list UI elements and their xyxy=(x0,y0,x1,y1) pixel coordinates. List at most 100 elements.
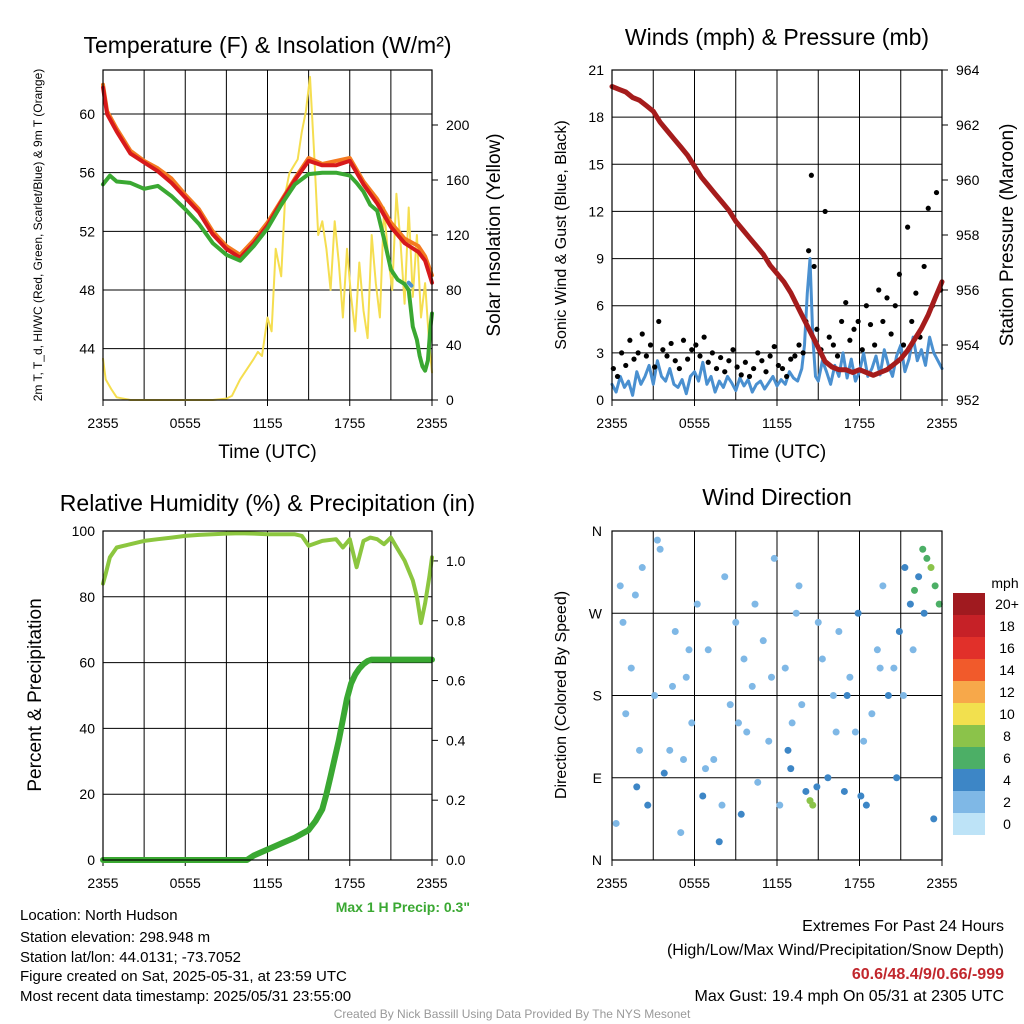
dir-point xyxy=(677,829,685,837)
wind-y2tick-label: 962 xyxy=(956,117,980,133)
wind-gust-point xyxy=(900,342,907,348)
dir-point xyxy=(682,673,690,681)
temp-y2tick-label: 0 xyxy=(446,392,454,408)
wind-gust-point xyxy=(631,356,637,362)
wind-gust-point xyxy=(672,358,678,364)
dir-point xyxy=(653,536,661,544)
temp-y2tick-label: 80 xyxy=(446,282,462,298)
temp-ytick-label: 56 xyxy=(79,165,95,181)
wind-gust-point xyxy=(884,295,890,301)
wind-xlabel: Time (UTC) xyxy=(728,442,827,463)
dir-point xyxy=(873,646,881,654)
dir-point xyxy=(927,564,935,572)
wind-gust-point xyxy=(647,342,654,348)
dir-point xyxy=(710,755,718,763)
rh-xtick-label: 2355 xyxy=(416,875,447,891)
wind-gust-point xyxy=(808,172,814,178)
wind-gust-point xyxy=(722,369,728,375)
temp-series-hi-wc xyxy=(406,280,414,288)
dir-legend-label: 2 xyxy=(1003,794,1011,810)
wind-gust-point xyxy=(635,350,641,356)
temp-xtick-label: 2355 xyxy=(416,415,447,431)
dir-point xyxy=(840,787,848,795)
temp-ytick-label: 48 xyxy=(79,282,95,298)
rh-ytick-label: 40 xyxy=(79,720,95,736)
dir-legend-swatch xyxy=(953,615,985,637)
dir-point xyxy=(732,618,740,626)
dir-legend-label: 18 xyxy=(999,618,1015,634)
wind-gust-point xyxy=(742,359,748,365)
dir-point xyxy=(636,746,643,754)
wind-panel: 2355 0555 1155 1755 2355 0 3 6 9 12 15 18 21 952 954 95… xyxy=(553,24,1018,463)
rh-y2tick-label: 0.4 xyxy=(446,732,466,748)
dir-xtick-label: 2355 xyxy=(926,875,957,891)
wind-gust-point xyxy=(921,263,927,270)
wind-gust-point xyxy=(759,358,765,364)
wind-gust-point xyxy=(767,353,773,359)
wind-gust-point xyxy=(709,350,715,356)
dir-point xyxy=(671,628,679,636)
wind-gust-point xyxy=(855,318,861,325)
dir-point xyxy=(911,586,918,594)
temp-panel: 2355 0555 1155 1755 2355 44 48 52 56 60 0 40 80 120 16… xyxy=(31,32,505,463)
wind-gust-point xyxy=(738,372,744,378)
wind-gust-point xyxy=(859,347,865,353)
location-text: Location: North Hudson xyxy=(20,907,178,924)
wind-gust-point xyxy=(718,354,724,361)
dir-legend-swatch xyxy=(953,747,985,769)
wind-title: Winds (mph) & Pressure (mb) xyxy=(625,24,929,50)
wind-gust-point xyxy=(905,224,911,230)
wind-gust-point xyxy=(746,373,753,380)
rh-series-precipitation xyxy=(100,656,435,863)
wind-y2tick-label: 964 xyxy=(956,62,980,78)
dir-point xyxy=(857,792,865,800)
dir-point xyxy=(715,838,723,846)
dir-point xyxy=(901,564,909,572)
rh-y2tick-label: 0.6 xyxy=(446,673,466,689)
wind-ylabel: Sonic Wind & Gust (Blue, Black) xyxy=(553,120,570,349)
rh-ytick-label: 0 xyxy=(87,852,95,868)
wind-gust-point xyxy=(872,342,878,348)
rh-title: Relative Humidity (%) & Precipitation (i… xyxy=(60,490,475,516)
dir-legend-label: 14 xyxy=(999,662,1015,678)
dir-point xyxy=(860,737,868,745)
dir-point xyxy=(890,664,898,672)
dir-point xyxy=(920,609,928,617)
temp-ytick-label: 60 xyxy=(79,106,95,122)
dir-point xyxy=(685,646,693,654)
dir-point xyxy=(619,618,627,626)
dir-ytick-label: N xyxy=(592,523,602,539)
dir-point xyxy=(884,692,892,699)
wind-gust-point xyxy=(843,299,849,306)
wind-gust-point xyxy=(705,359,711,365)
wind-gust-point xyxy=(892,303,898,309)
wind-gust-point xyxy=(863,303,869,309)
dir-point xyxy=(835,628,843,636)
dir-point xyxy=(893,774,901,782)
wind-gust-point xyxy=(668,340,674,347)
rh-xtick-label: 1155 xyxy=(252,875,282,891)
wind-gust-point xyxy=(830,342,836,348)
dir-point xyxy=(748,682,756,690)
wind-y2label: Station Pressure (Maroon) xyxy=(997,124,1018,347)
dir-point xyxy=(616,582,624,590)
wind-series-sonic-wind xyxy=(610,257,944,397)
wind-gust-point xyxy=(652,364,658,370)
rh-y2tick-label: 1.0 xyxy=(446,553,466,569)
dir-point xyxy=(704,646,712,654)
temp-ytick-label: 44 xyxy=(79,341,95,357)
wind-gust-point xyxy=(643,353,649,359)
rh-y2tick-label: 0.8 xyxy=(446,613,466,629)
dir-ytick-label: W xyxy=(589,605,603,621)
dir-point xyxy=(787,765,795,773)
wind-ytick-label: 0 xyxy=(596,392,604,408)
dir-xtick-label: 2355 xyxy=(596,875,627,891)
wind-gust-point xyxy=(792,353,798,359)
dir-point xyxy=(788,719,796,727)
wind-ytick-label: 6 xyxy=(596,298,604,314)
dir-point xyxy=(612,819,620,827)
wind-gust-point xyxy=(784,373,790,380)
temp-y2tick-label: 160 xyxy=(446,172,470,188)
wind-gust-point xyxy=(925,205,931,211)
dir-xtick-label: 0555 xyxy=(679,875,710,891)
